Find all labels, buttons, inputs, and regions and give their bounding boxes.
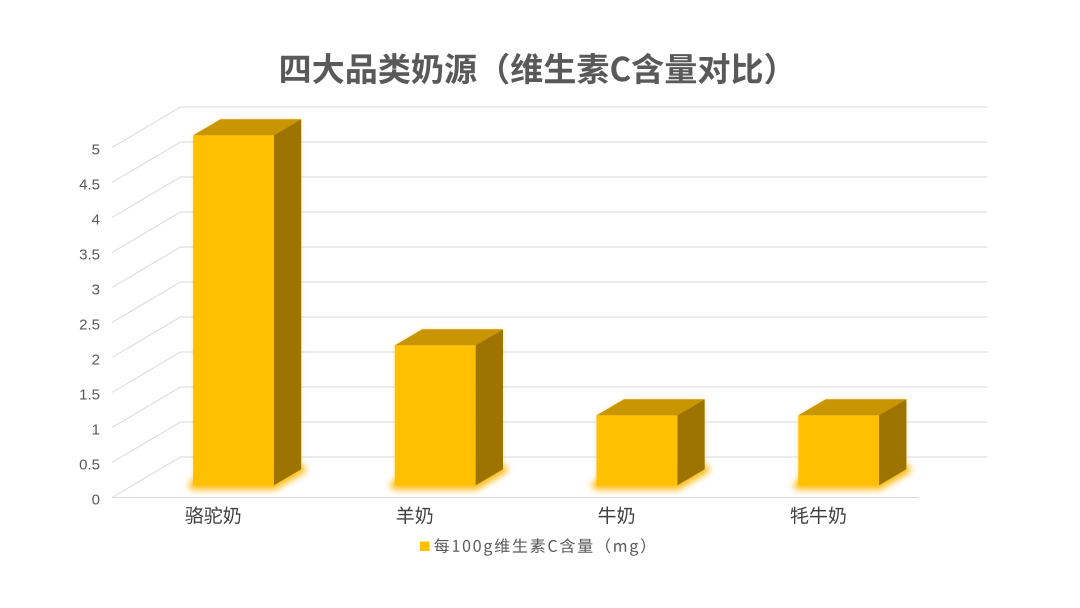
svg-text:5: 5 (92, 142, 100, 159)
svg-text:1: 1 (92, 422, 100, 439)
svg-text:0.5: 0.5 (79, 457, 100, 474)
svg-text:2: 2 (92, 352, 100, 369)
svg-text:3: 3 (92, 282, 100, 299)
svg-text:0: 0 (92, 492, 100, 509)
svg-text:4: 4 (92, 212, 100, 229)
svg-text:2.5: 2.5 (79, 317, 100, 334)
svg-text:3.5: 3.5 (79, 247, 100, 264)
svg-text:4.5: 4.5 (79, 177, 100, 194)
svg-text:1.5: 1.5 (79, 387, 100, 404)
